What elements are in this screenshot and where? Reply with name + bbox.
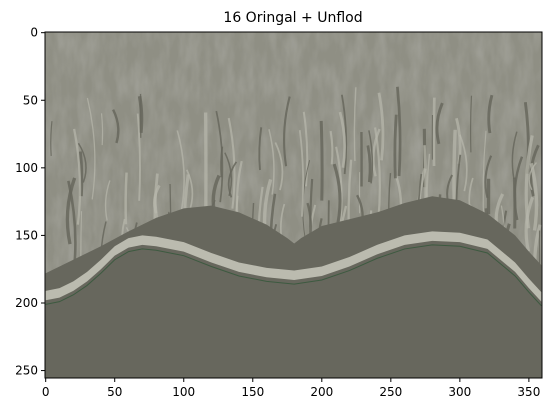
streak <box>227 161 238 198</box>
streak <box>396 86 402 177</box>
streak <box>332 163 342 224</box>
streak <box>319 120 324 201</box>
streak <box>372 128 381 177</box>
x-tick-label: 300 <box>448 385 471 399</box>
lower-boundary-edge <box>45 244 542 307</box>
x-tick-label: 350 <box>517 385 540 399</box>
heatmap-image <box>45 32 542 378</box>
streak <box>302 111 309 187</box>
streak <box>435 102 444 145</box>
streak <box>452 129 457 210</box>
dark-band-region <box>45 196 542 306</box>
streak <box>224 152 233 197</box>
streak <box>77 142 87 183</box>
chart-title: 16 Oringal + Unflod <box>223 10 362 26</box>
y-tick-label: 100 <box>15 161 38 175</box>
x-axis: 0 50 100 150 200 250 300 350 <box>42 378 540 399</box>
streak <box>469 95 473 153</box>
streak <box>513 156 524 221</box>
streak <box>136 113 141 201</box>
streak <box>366 145 372 183</box>
streak <box>487 94 494 134</box>
streak <box>78 151 84 197</box>
streak <box>484 155 493 199</box>
y-tick-label: 0 <box>30 26 38 40</box>
streak <box>268 128 275 195</box>
streak <box>393 114 398 179</box>
streak <box>298 130 305 217</box>
streak <box>186 169 194 209</box>
axes-frame <box>44 31 543 379</box>
streak <box>104 180 111 221</box>
streak <box>528 162 537 191</box>
streak <box>335 146 343 230</box>
y-tick-label: 150 <box>15 228 38 242</box>
y-tick-label: 250 <box>15 364 38 378</box>
streak <box>50 121 53 156</box>
streak <box>340 94 348 175</box>
streak <box>258 127 263 171</box>
streak <box>124 172 128 225</box>
streak <box>329 130 334 165</box>
streak <box>72 128 82 225</box>
streak <box>338 111 347 168</box>
y-tick-label: 200 <box>15 296 38 310</box>
streak <box>459 134 468 192</box>
streak <box>353 87 357 162</box>
streak <box>65 177 77 245</box>
streak <box>368 130 374 184</box>
x-tick-label: 100 <box>172 385 195 399</box>
x-tick-label: 250 <box>379 385 402 399</box>
streak <box>529 162 539 231</box>
x-tick-label: 150 <box>241 385 264 399</box>
x-tick-label: 50 <box>107 385 122 399</box>
streak <box>274 142 284 191</box>
x-tick-label: 0 <box>42 385 50 399</box>
streak <box>176 130 185 210</box>
x-tick-label: 200 <box>310 385 333 399</box>
streak <box>100 113 104 146</box>
streak <box>377 92 385 161</box>
lower-dark-region <box>45 244 542 378</box>
streak <box>112 109 120 144</box>
streak <box>283 96 291 167</box>
streak <box>524 196 535 252</box>
y-axis: 0 50 100 150 200 250 <box>15 26 45 378</box>
streak <box>511 131 518 180</box>
y-tick-label: 50 <box>23 93 38 107</box>
streak <box>227 117 236 209</box>
streak <box>220 146 224 178</box>
streak <box>86 97 96 200</box>
streak <box>137 95 144 134</box>
streak <box>432 97 436 167</box>
